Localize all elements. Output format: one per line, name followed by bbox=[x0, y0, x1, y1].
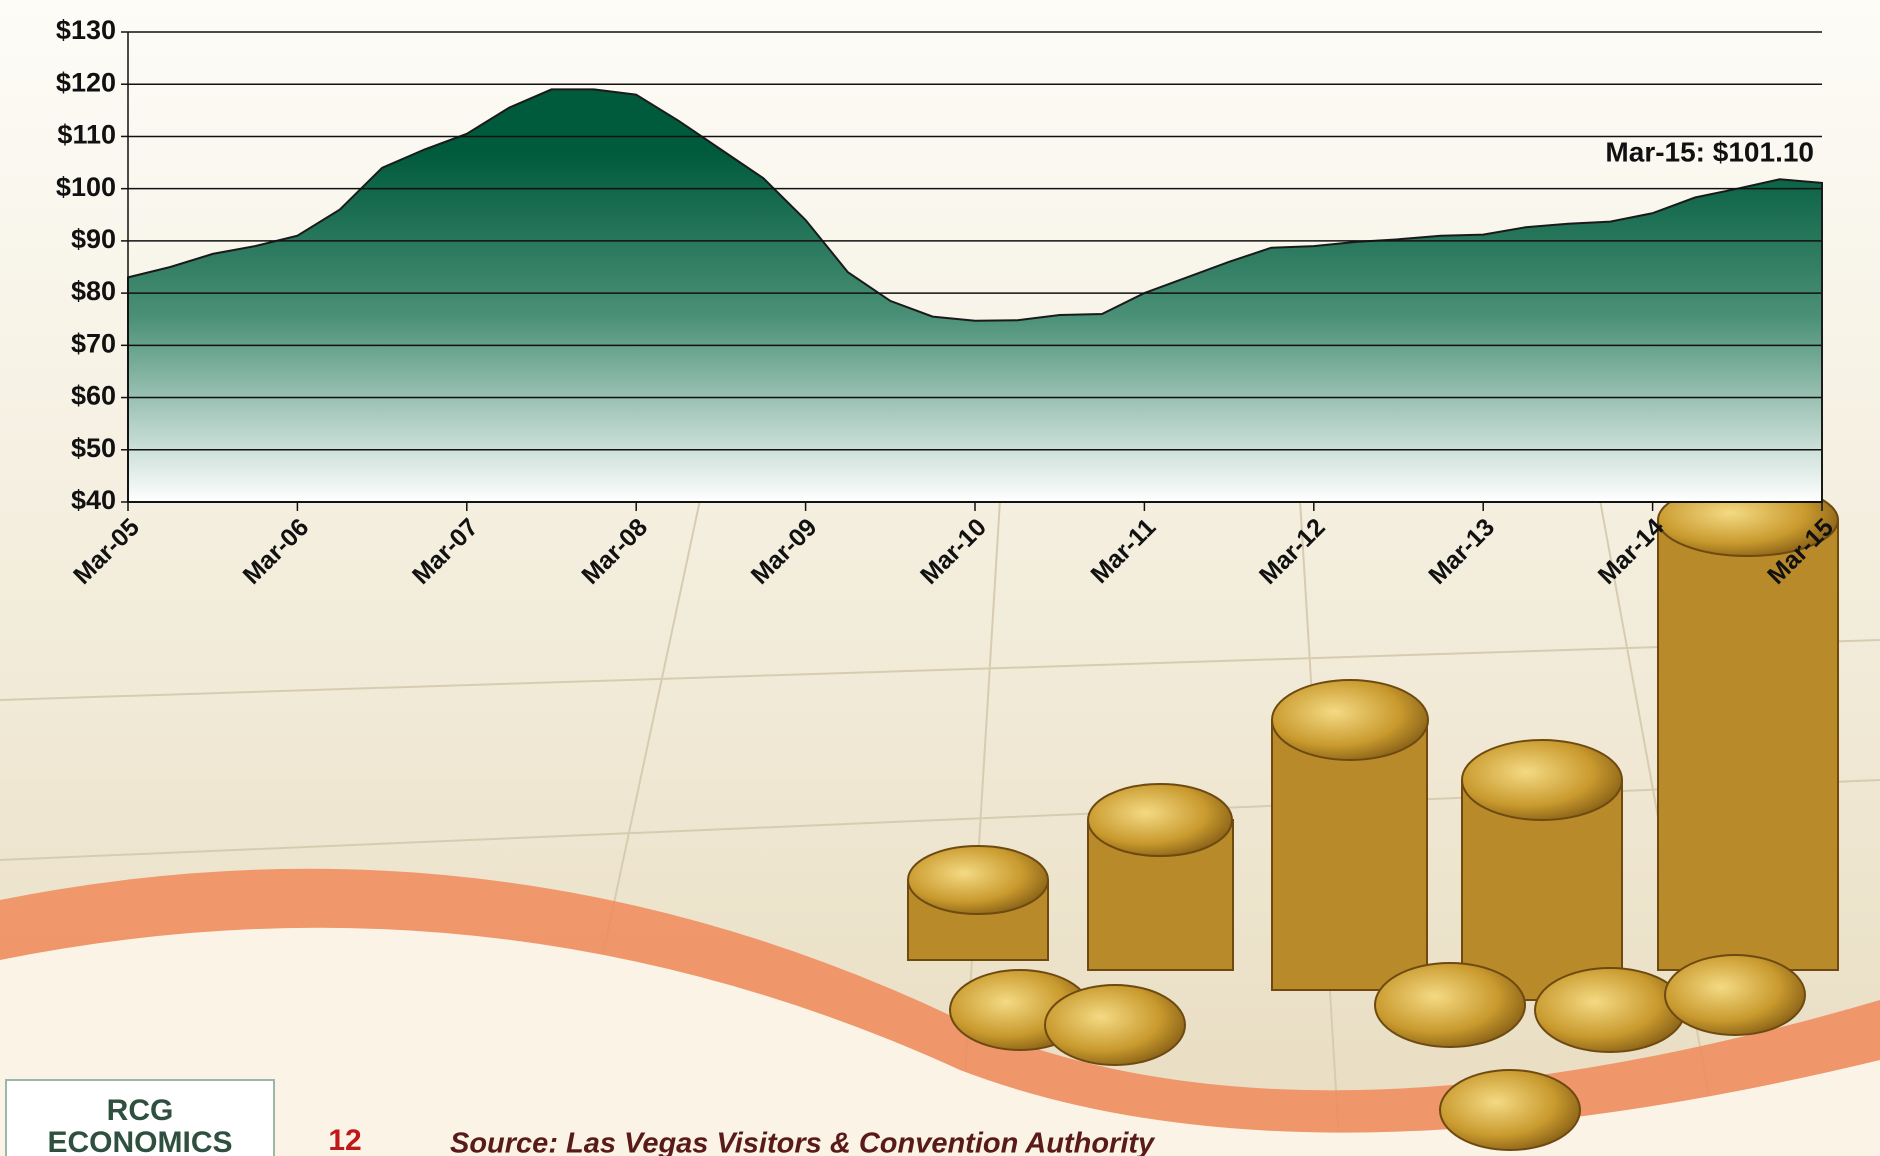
y-tick-label: $80 bbox=[71, 276, 116, 306]
area bbox=[127, 88, 1823, 503]
y-tick-label: $120 bbox=[56, 67, 116, 97]
annotation: Mar-15: $101.10 bbox=[1605, 136, 1814, 167]
logo-text: ECONOMICS bbox=[47, 1126, 232, 1156]
page-number: 12 bbox=[328, 1124, 361, 1156]
y-tick-label: $130 bbox=[56, 15, 116, 45]
y-tick-label: $110 bbox=[57, 120, 116, 150]
logo-text: RCG bbox=[107, 1094, 174, 1127]
source: Source: Las Vegas Visitors & Convention … bbox=[450, 1128, 1156, 1156]
y-tick-label: $50 bbox=[71, 433, 116, 463]
y-tick-label: $40 bbox=[71, 485, 116, 515]
y-tick-label: $70 bbox=[71, 328, 116, 358]
y-tick-label: $90 bbox=[71, 224, 116, 254]
cream-swoosh bbox=[0, 927, 1880, 1156]
y-tick-label: $100 bbox=[56, 172, 116, 202]
y-tick-label: $60 bbox=[71, 381, 116, 411]
logo-box bbox=[5, 1079, 275, 1156]
